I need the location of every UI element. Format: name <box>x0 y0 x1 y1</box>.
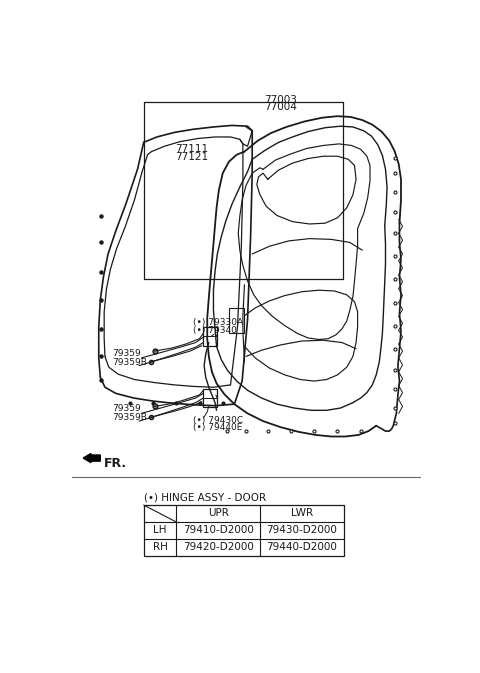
Text: RH: RH <box>153 542 168 553</box>
Bar <box>229 308 244 332</box>
Text: 79420-D2000: 79420-D2000 <box>183 542 253 553</box>
Text: 79430-D2000: 79430-D2000 <box>266 526 337 536</box>
Text: 79410-D2000: 79410-D2000 <box>183 526 253 536</box>
Text: (•) HINGE ASSY - DOOR: (•) HINGE ASSY - DOOR <box>144 493 266 503</box>
Text: 77004: 77004 <box>264 102 297 112</box>
Text: 77003: 77003 <box>264 95 297 104</box>
Text: (•) 79430C: (•) 79430C <box>193 416 243 425</box>
Text: (•) 79340: (•) 79340 <box>193 326 237 334</box>
Bar <box>204 327 217 346</box>
Text: UPR: UPR <box>208 509 228 518</box>
Text: 79359B: 79359B <box>113 358 147 367</box>
Text: (•) 79440E: (•) 79440E <box>193 423 243 433</box>
Text: 77111: 77111 <box>175 144 208 154</box>
Text: (•) 79330A: (•) 79330A <box>193 318 243 327</box>
Bar <box>204 389 217 407</box>
Text: 79359B: 79359B <box>113 413 147 423</box>
Text: 79359: 79359 <box>113 404 142 413</box>
Text: 79359: 79359 <box>113 349 142 358</box>
Text: FR.: FR. <box>103 457 127 470</box>
Text: 79440-D2000: 79440-D2000 <box>266 542 337 553</box>
Bar <box>144 505 344 556</box>
Text: LH: LH <box>153 526 167 536</box>
FancyArrow shape <box>83 454 100 462</box>
Text: 77121: 77121 <box>175 151 208 162</box>
Text: LWR: LWR <box>291 509 313 518</box>
